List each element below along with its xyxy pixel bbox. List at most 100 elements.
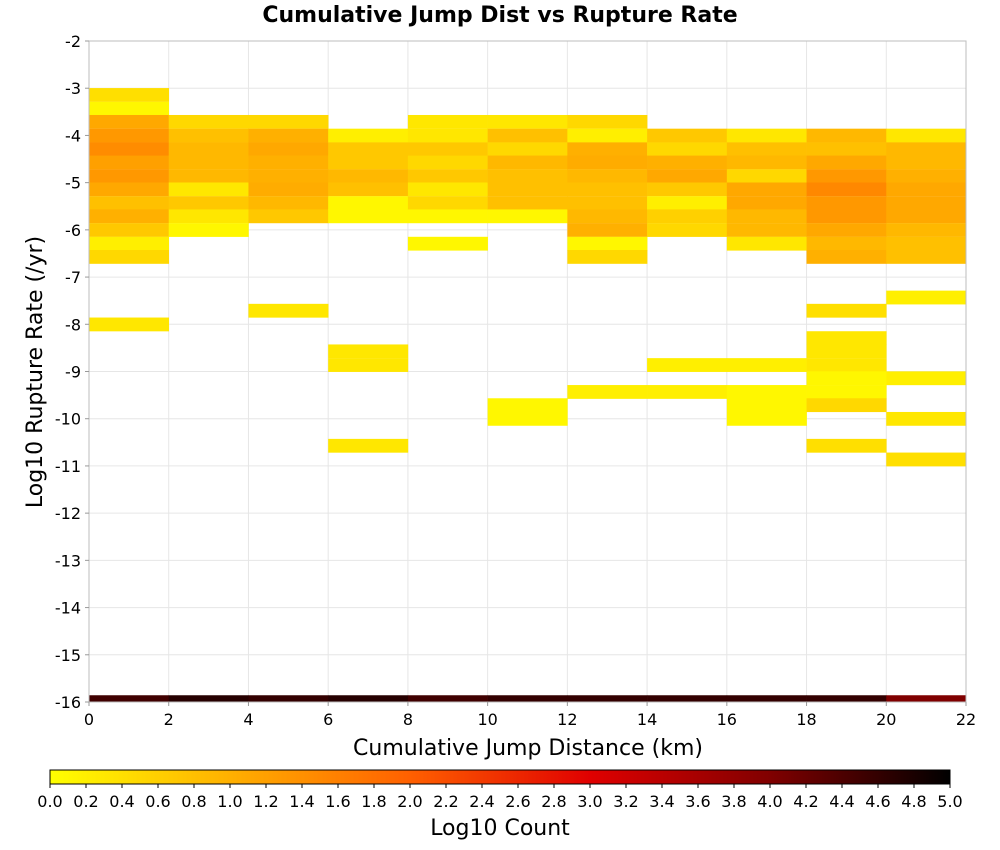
heatmap-cell-44: [407, 142, 488, 157]
heatmap-cell-127: [886, 452, 967, 467]
heatmap-cell-101: [806, 196, 887, 210]
y-tick-label-8: -10: [55, 410, 81, 429]
heatmap-cell-111: [806, 385, 887, 399]
heatmap-cell-36: [328, 182, 409, 197]
heatmap-cell-23: [248, 114, 329, 129]
heatmap-cell-4: [89, 142, 170, 157]
heatmap-cell-109: [806, 358, 887, 372]
colorbar-tick-label-19: 3.8: [721, 792, 746, 811]
colorbar-tick-label-16: 3.2: [613, 792, 638, 811]
x-tick-label-9: 18: [796, 710, 816, 729]
heatmap-cell-22: [168, 223, 249, 237]
heatmap-cell-92: [726, 358, 807, 372]
heatmap-cell-89: [726, 209, 807, 224]
colorbar-tick-label-0: 0.0: [37, 792, 62, 811]
colorbar-label: Log10 Count: [430, 816, 570, 841]
heatmap-cell-26: [248, 155, 329, 170]
heatmap-cell-12: [89, 250, 170, 264]
heatmap-cell-45: [407, 155, 488, 170]
heatmap-cell-61: [567, 114, 648, 129]
heatmap-cell-66: [567, 182, 648, 197]
heatmap-cell-5: [89, 155, 170, 170]
heatmap-cell-94: [726, 398, 807, 413]
heatmap-cell-24: [248, 128, 329, 143]
heatmap-cell-6: [89, 169, 170, 184]
colorbar-tick-label-12: 2.4: [469, 792, 494, 811]
heatmap-cell-33: [328, 142, 409, 157]
heatmap-cell-75: [647, 155, 728, 170]
heatmap-cell-124: [886, 290, 967, 305]
heatmap-cell-123: [886, 250, 967, 264]
heatmap-cell-13: [89, 317, 170, 332]
y-tick-label-5: -7: [65, 268, 81, 287]
heatmap-bottom-cell-7: [647, 695, 728, 702]
colorbar-tick-label-22: 4.4: [829, 792, 854, 811]
colorbar-tick-label-21: 4.2: [793, 792, 818, 811]
colorbar-tick-label-17: 3.4: [649, 792, 674, 811]
heatmap-cell-68: [567, 209, 648, 224]
x-tick-label-7: 14: [637, 710, 657, 729]
x-axis-label: Cumulative Jump Distance (km): [353, 736, 703, 761]
heatmap-cell-103: [806, 223, 887, 237]
heatmap-cell-37: [328, 196, 409, 210]
heatmap-cell-2: [89, 114, 170, 129]
heatmap-cell-15: [168, 128, 249, 143]
y-tick-label-4: -6: [65, 221, 81, 240]
heatmap-cell-91: [726, 236, 807, 251]
heatmap-cell-121: [886, 223, 967, 237]
heatmap-cell-105: [806, 250, 887, 264]
heatmap-cell-120: [886, 209, 967, 224]
heatmap-cell-65: [567, 169, 648, 184]
heatmap-cell-10: [89, 223, 170, 237]
heatmap-cell-76: [647, 169, 728, 184]
heatmap-cell-115: [886, 142, 967, 157]
heatmap-cell-70: [567, 236, 648, 251]
heatmap-cell-97: [806, 142, 887, 157]
heatmap-cell-30: [248, 209, 329, 224]
heatmap-cell-3: [89, 128, 170, 143]
heatmap-cell-11: [89, 236, 170, 251]
colorbar-tick-label-11: 2.2: [433, 792, 458, 811]
heatmap-cell-46: [407, 169, 488, 184]
heatmap-cell-104: [806, 236, 887, 251]
heatmap-bottom-cell-1: [168, 695, 249, 702]
heatmap-cell-48: [407, 196, 488, 210]
heatmap-cell-84: [726, 142, 807, 157]
y-tick-label-14: -16: [55, 693, 81, 712]
x-tick-label-5: 10: [477, 710, 497, 729]
heatmap-cell-96: [806, 128, 887, 143]
colorbar: [49, 769, 951, 785]
y-tick-label-13: -15: [55, 646, 81, 665]
y-tick-label-1: -3: [65, 79, 81, 98]
heatmap-cell-117: [886, 169, 967, 184]
heatmap-cell-8: [89, 196, 170, 210]
heatmap-bottom-cell-9: [806, 695, 887, 702]
y-tick-label-3: -5: [65, 174, 81, 193]
heatmap-cell-78: [647, 196, 728, 210]
heatmap-cell-90: [726, 223, 807, 237]
heatmap-cell-88: [726, 196, 807, 210]
heatmap-cell-72: [567, 385, 648, 399]
heatmap-cell-80: [647, 223, 728, 237]
heatmap-cell-35: [328, 169, 409, 184]
heatmap-bottom-cell-4: [407, 695, 488, 702]
heatmap-cell-28: [248, 182, 329, 197]
heatmap-cell-40: [328, 358, 409, 372]
y-tick-label-10: -12: [55, 504, 81, 523]
heatmap-bottom-cell-8: [726, 695, 807, 702]
heatmap-bottom-cell-10: [886, 695, 967, 702]
x-tick-label-3: 6: [323, 710, 333, 729]
heatmap-cell-25: [248, 142, 329, 157]
y-tick-label-7: -9: [65, 363, 81, 382]
heatmap-cell-108: [806, 344, 887, 359]
heatmap-cell-27: [248, 169, 329, 184]
colorbar-tick-label-13: 2.6: [505, 792, 530, 811]
colorbar-tick-label-3: 0.6: [145, 792, 170, 811]
heatmap-cell-52: [487, 128, 568, 143]
colorbar-tick-label-24: 4.8: [901, 792, 926, 811]
heatmap-cell-106: [806, 303, 887, 318]
colorbar-ticks: 0.0 0.2 0.4 0.6 0.8 1.0 1.2 1.4 1.6 1.8 2.0 2.2 2.4 2…: [37, 784, 963, 811]
colorbar-tick-label-6: 1.2: [253, 792, 278, 811]
x-tick-label-11: 22: [956, 710, 976, 729]
y-tick-label-12: -14: [55, 599, 81, 618]
